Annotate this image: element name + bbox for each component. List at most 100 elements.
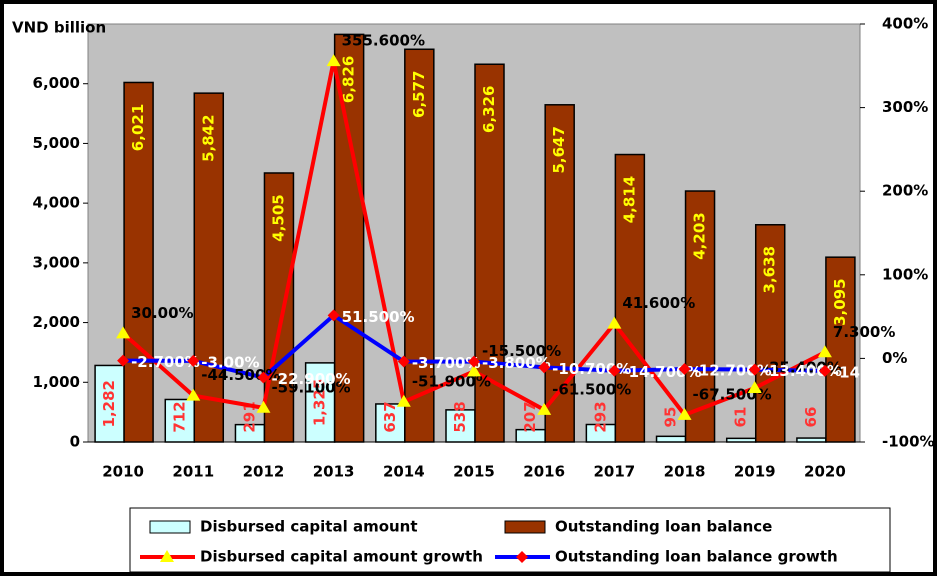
bar-value-label: 637 [381, 401, 399, 432]
bar-value-label: 6,021 [129, 104, 147, 151]
marker [396, 394, 411, 407]
line-value-label: -3.700% [412, 354, 481, 372]
x-tick-label: 2019 [734, 463, 776, 481]
marker [818, 364, 831, 377]
x-tick-label: 2012 [243, 463, 285, 481]
line-value-label: 41.600% [622, 294, 695, 312]
x-tick-label: 2010 [102, 463, 144, 481]
x-tick-label: 2014 [383, 463, 425, 481]
marker [747, 380, 762, 393]
bar-value-label: 6,326 [480, 86, 498, 133]
line-value-label: -14.700% [622, 363, 701, 381]
y-tick-label: 2,000 [33, 313, 80, 331]
bar [614, 153, 646, 443]
line-value-label: -14.900% [833, 363, 912, 381]
marker [817, 345, 832, 358]
bar-value-label: 293 [591, 401, 609, 432]
marker [327, 309, 340, 322]
bar [655, 435, 687, 443]
marker [748, 363, 761, 376]
bar-value-label: 5,842 [199, 114, 217, 161]
line-value-label: -12.700% [693, 362, 772, 380]
x-tick-label: 2011 [172, 463, 214, 481]
y-tick-label: 4,000 [33, 194, 80, 212]
marker [116, 326, 131, 339]
bar [684, 190, 716, 443]
bar [754, 224, 786, 443]
marker [186, 388, 201, 401]
bar-value-label: 4,814 [620, 176, 638, 223]
line-value-label: 355.600% [342, 32, 425, 50]
x-tick-label: 2015 [453, 463, 495, 481]
bar [94, 364, 125, 443]
bar [123, 81, 154, 443]
line-value-label: -3.800% [482, 354, 551, 372]
marker [326, 54, 341, 67]
bar-value-label: 1,325 [311, 379, 329, 426]
bar [796, 437, 827, 443]
y-tick-label: 5,000 [33, 134, 80, 152]
marker [537, 402, 552, 415]
line-value-label: -51.900% [412, 372, 491, 390]
y2-tick-label: 0% [882, 349, 907, 367]
line-value-label: -2.700% [131, 353, 200, 371]
bar-value-label: 207 [521, 401, 539, 432]
legend-marker [516, 551, 528, 563]
y-tick-label: 6,000 [33, 74, 80, 92]
marker [397, 355, 410, 368]
bar-value-label: 3,095 [831, 278, 849, 325]
y-tick-label: 1,000 [33, 373, 80, 391]
bar [193, 92, 225, 443]
bar-value-label: 538 [451, 401, 469, 432]
marker [467, 364, 481, 377]
bar [263, 172, 295, 443]
bar-value-label: 6,826 [340, 56, 358, 103]
marker [187, 354, 200, 367]
line-value-label: -10.700% [552, 360, 631, 378]
bar-value-label: 291 [240, 401, 258, 432]
bar [544, 104, 575, 443]
marker [607, 316, 622, 329]
line-value-label: -61.500% [552, 380, 631, 398]
marker [257, 371, 270, 384]
legend-swatch [149, 520, 191, 534]
y2-tick-label: 300% [882, 98, 928, 116]
line-value-label: 30.00% [131, 304, 193, 322]
y2-tick-label: 200% [882, 182, 928, 200]
x-tick-label: 2016 [523, 463, 565, 481]
bar [333, 33, 365, 443]
bar [404, 48, 435, 443]
line-value-label: -22.900% [271, 370, 350, 388]
y-tick-label: 3,000 [33, 253, 80, 271]
legend-label: Disbursed capital amount growth [200, 548, 483, 566]
marker [117, 354, 130, 367]
bar-value-label: 95 [662, 407, 680, 428]
marker [468, 355, 480, 368]
line-value-label: -15.500% [482, 342, 561, 360]
bar [375, 403, 406, 443]
x-tick-label: 2018 [664, 463, 706, 481]
bar-value-label: 4,203 [691, 212, 709, 259]
line-value-label: -3.00% [201, 353, 259, 371]
legend-swatch [504, 520, 546, 534]
legend-label: Outstanding loan balance [555, 518, 772, 536]
bar-value-label: 4,505 [269, 194, 287, 241]
marker [678, 363, 691, 376]
x-tick-label: 2017 [593, 463, 635, 481]
line-value-label: -13.400% [763, 362, 842, 380]
line-value-label: 51.500% [342, 308, 415, 326]
y-axis-label: VND billion [12, 19, 106, 37]
bar-value-label: 66 [802, 407, 820, 428]
x-tick-label: 2020 [804, 463, 846, 481]
y2-tick-label: -100% [882, 433, 935, 451]
y2-tick-label: 100% [882, 265, 928, 283]
bar-value-label: 61 [732, 407, 750, 428]
line-value-label: -67.500% [693, 385, 772, 403]
bar-value-label: 712 [170, 401, 188, 432]
bar-value-label: 3,638 [761, 246, 779, 293]
bar-value-label: 6,577 [410, 71, 428, 118]
line-value-label: 7.300% [833, 323, 895, 341]
bar [725, 437, 757, 443]
legend [129, 507, 891, 573]
